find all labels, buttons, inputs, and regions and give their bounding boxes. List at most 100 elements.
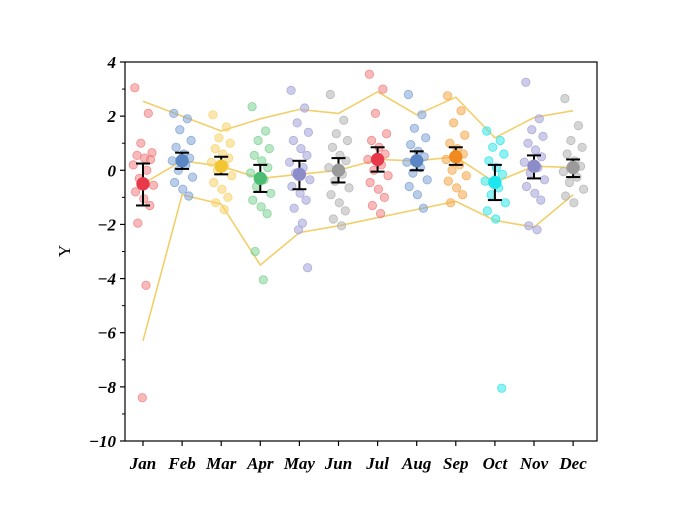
data-point [249, 150, 259, 160]
x-tick-label: Apr [246, 454, 274, 473]
data-point [530, 188, 540, 198]
data-point [284, 157, 295, 167]
x-axis: Jan Feb Mar Apr May Jun Jul Aug Sep Oct Nov Dec [129, 441, 587, 473]
data-point [325, 89, 335, 100]
data-point [175, 125, 185, 135]
data-point [381, 129, 392, 139]
data-point [223, 192, 233, 202]
data-point [266, 188, 276, 198]
data-point [521, 77, 531, 87]
data-point [560, 93, 570, 104]
data-point [258, 275, 268, 285]
data-point [402, 157, 412, 167]
data-point [219, 204, 229, 215]
data-point [573, 121, 584, 131]
mean-marker [214, 159, 228, 173]
data-point [538, 131, 548, 141]
mean-marker [449, 150, 463, 164]
data-point [227, 171, 237, 181]
data-point [500, 198, 510, 208]
data-point [370, 108, 380, 119]
data-point [208, 110, 218, 120]
data-point [404, 181, 414, 192]
data-point [339, 115, 349, 125]
data-point [303, 127, 313, 137]
data-point [211, 198, 221, 208]
x-tick-label: May [283, 454, 316, 473]
mean-layer [136, 150, 580, 191]
data-point [523, 138, 533, 148]
data-point [186, 135, 196, 146]
x-tick-label: Jun [324, 454, 352, 473]
data-point [562, 149, 572, 159]
data-point [327, 142, 338, 152]
data-point [305, 175, 315, 185]
data-point [379, 192, 389, 202]
data-point [295, 188, 305, 198]
data-point [456, 106, 466, 116]
data-point [292, 118, 302, 128]
data-point [539, 175, 550, 185]
data-point [441, 154, 451, 165]
data-point [566, 135, 576, 146]
data-point [488, 142, 498, 152]
data-point [378, 84, 388, 94]
y-axis: −10 −8 −6 −4 −2 0 2 4 [89, 53, 125, 451]
y-axis-label: Y [55, 245, 74, 257]
data-point [326, 190, 336, 200]
data-point [167, 156, 177, 166]
data-point [418, 203, 428, 213]
data-point [421, 133, 431, 143]
data-point [288, 135, 298, 146]
data-point [206, 157, 216, 167]
data-point [519, 157, 529, 167]
mean-marker [136, 177, 150, 191]
data-point [246, 168, 256, 178]
x-tick-label: Aug [401, 454, 432, 473]
x-tick-label: Jul [365, 454, 389, 473]
data-point [367, 200, 377, 211]
data-point [480, 176, 490, 186]
data-point [578, 184, 589, 194]
data-point [406, 140, 416, 150]
data-point [340, 206, 350, 216]
data-point [412, 190, 422, 200]
data-point [448, 118, 459, 128]
data-point [130, 187, 141, 197]
data-point [260, 126, 271, 136]
data-point [217, 184, 227, 194]
data-point [527, 125, 537, 135]
data-point [334, 198, 344, 208]
data-point [530, 145, 541, 155]
data-point [403, 89, 413, 100]
data-point [422, 175, 432, 185]
x-tick-label: Sep [443, 454, 469, 473]
data-point [482, 206, 492, 216]
y-tick-label: 4 [107, 53, 117, 72]
data-point [331, 129, 341, 139]
data-point [497, 169, 507, 179]
x-tick-label: Mar [205, 454, 237, 473]
data-point [302, 263, 313, 273]
data-point [301, 195, 311, 205]
data-point [443, 176, 453, 186]
mean-marker [527, 159, 541, 173]
data-point [302, 150, 312, 160]
data-point [442, 91, 453, 101]
data-point [136, 138, 146, 148]
data-point [262, 209, 272, 219]
data-point [524, 221, 534, 231]
data-point [521, 181, 532, 192]
data-point [461, 171, 471, 181]
data-point [497, 383, 507, 393]
mean-marker [370, 152, 385, 167]
data-point [342, 135, 353, 146]
data-point [225, 138, 235, 148]
data-point [491, 214, 501, 224]
mean-marker [566, 160, 580, 175]
data-point [128, 160, 138, 170]
y-tick-label: 0 [108, 161, 117, 180]
data-point [445, 138, 455, 148]
data-point [558, 167, 569, 177]
